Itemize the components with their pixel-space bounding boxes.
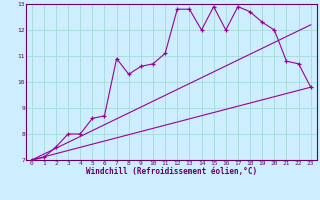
X-axis label: Windchill (Refroidissement éolien,°C): Windchill (Refroidissement éolien,°C) — [86, 167, 257, 176]
